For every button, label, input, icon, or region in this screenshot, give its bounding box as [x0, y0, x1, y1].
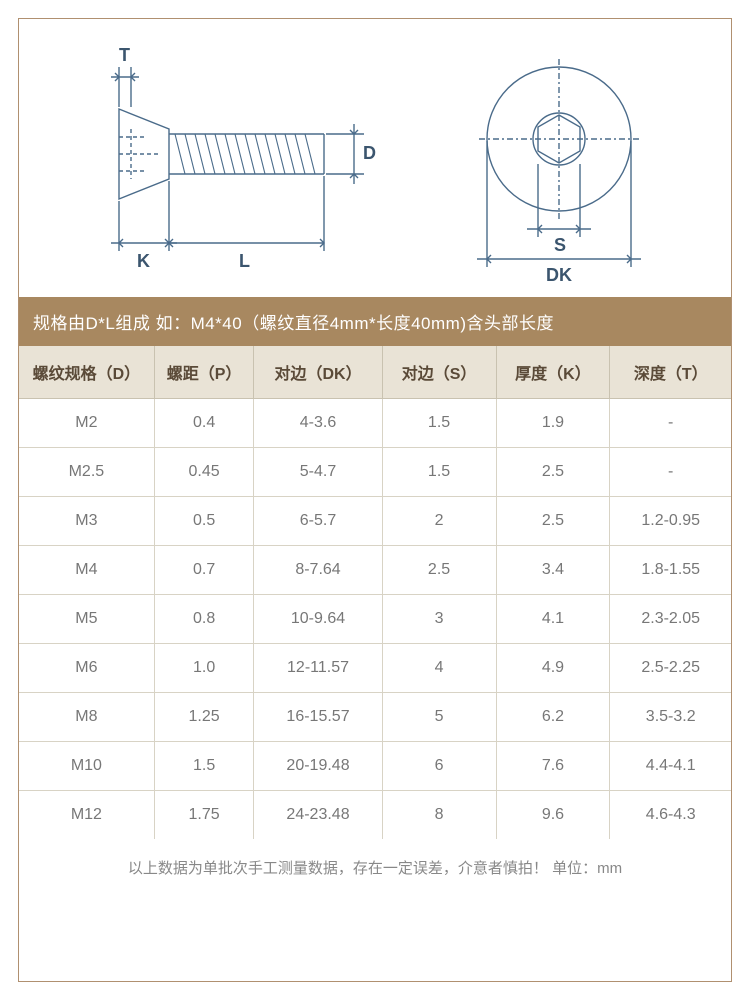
diagram-area: T D K L: [19, 19, 731, 297]
table-cell: 4.4-4.1: [610, 742, 731, 791]
col-header: 螺距（P）: [154, 346, 254, 399]
col-header: 厚度（K）: [496, 346, 610, 399]
table-cell: 2.3-2.05: [610, 595, 731, 644]
table-cell: 3.5-3.2: [610, 693, 731, 742]
table-row: M81.2516-15.5756.23.5-3.2: [19, 693, 731, 742]
dim-label-T: T: [119, 45, 130, 65]
table-cell: M6: [19, 644, 154, 693]
table-cell: 1.5: [154, 742, 254, 791]
table-cell: 5-4.7: [254, 448, 382, 497]
table-cell: 0.7: [154, 546, 254, 595]
table-cell: 1.2-0.95: [610, 497, 731, 546]
table-cell: M4: [19, 546, 154, 595]
table-cell: 1.5: [382, 399, 496, 448]
table-cell: 1.25: [154, 693, 254, 742]
table-cell: 0.5: [154, 497, 254, 546]
col-header: 深度（T）: [610, 346, 731, 399]
table-cell: 8-7.64: [254, 546, 382, 595]
table-cell: 1.8-1.55: [610, 546, 731, 595]
dim-label-L: L: [239, 251, 250, 271]
table-header-row: 螺纹规格（D）螺距（P）对边（DK）对边（S）厚度（K）深度（T）: [19, 346, 731, 399]
table-row: M50.810-9.6434.12.3-2.05: [19, 595, 731, 644]
table-cell: 6: [382, 742, 496, 791]
table-cell: 12-11.57: [254, 644, 382, 693]
screw-diagram: T D K L: [19, 19, 733, 297]
footer-note: 以上数据为单批次手工测量数据，存在一定误差，介意者慎拍！ 单位：mm: [19, 839, 731, 878]
dim-label-S: S: [554, 235, 566, 255]
table-row: M2.50.455-4.71.52.5-: [19, 448, 731, 497]
table-cell: 3: [382, 595, 496, 644]
table-cell: M10: [19, 742, 154, 791]
table-row: M101.520-19.4867.64.4-4.1: [19, 742, 731, 791]
table-cell: 6.2: [496, 693, 610, 742]
table-cell: 16-15.57: [254, 693, 382, 742]
dim-label-D: D: [363, 143, 376, 163]
spec-table: 螺纹规格（D）螺距（P）对边（DK）对边（S）厚度（K）深度（T） M20.44…: [19, 346, 731, 839]
banner: 规格由D*L组成 如：M4*40（螺纹直径4mm*长度40mm)含头部长度: [19, 297, 731, 346]
dim-label-DK: DK: [546, 265, 572, 285]
table-body: M20.44-3.61.51.9-M2.50.455-4.71.52.5-M30…: [19, 399, 731, 840]
table-cell: 4.6-4.3: [610, 791, 731, 840]
table-cell: 4.1: [496, 595, 610, 644]
table-cell: 4.9: [496, 644, 610, 693]
table-cell: 7.6: [496, 742, 610, 791]
table-cell: 2.5: [496, 497, 610, 546]
table-cell: -: [610, 448, 731, 497]
table-cell: 4: [382, 644, 496, 693]
table-cell: 2: [382, 497, 496, 546]
dim-label-K: K: [137, 251, 150, 271]
table-cell: 1.0: [154, 644, 254, 693]
col-header: 对边（DK）: [254, 346, 382, 399]
table-row: M61.012-11.5744.92.5-2.25: [19, 644, 731, 693]
table-cell: 3.4: [496, 546, 610, 595]
table-cell: M8: [19, 693, 154, 742]
table-row: M20.44-3.61.51.9-: [19, 399, 731, 448]
table-cell: 0.4: [154, 399, 254, 448]
table-cell: M3: [19, 497, 154, 546]
table-cell: 5: [382, 693, 496, 742]
table-cell: 1.75: [154, 791, 254, 840]
table-cell: -: [610, 399, 731, 448]
table-cell: 1.9: [496, 399, 610, 448]
table-row: M121.7524-23.4889.64.6-4.3: [19, 791, 731, 840]
table-cell: 2.5: [382, 546, 496, 595]
table-cell: 2.5-2.25: [610, 644, 731, 693]
table-cell: 4-3.6: [254, 399, 382, 448]
table-cell: 0.8: [154, 595, 254, 644]
table-cell: M2.5: [19, 448, 154, 497]
table-cell: 0.45: [154, 448, 254, 497]
table-cell: M12: [19, 791, 154, 840]
table-row: M30.56-5.722.51.2-0.95: [19, 497, 731, 546]
table-cell: 8: [382, 791, 496, 840]
table-cell: 6-5.7: [254, 497, 382, 546]
table-cell: 10-9.64: [254, 595, 382, 644]
table-cell: 9.6: [496, 791, 610, 840]
col-header: 螺纹规格（D）: [19, 346, 154, 399]
spec-frame: T D K L: [18, 18, 732, 982]
table-cell: 2.5: [496, 448, 610, 497]
col-header: 对边（S）: [382, 346, 496, 399]
table-cell: 1.5: [382, 448, 496, 497]
banner-text: 规格由D*L组成 如：M4*40（螺纹直径4mm*长度40mm)含头部长度: [33, 314, 554, 333]
table-cell: 24-23.48: [254, 791, 382, 840]
table-row: M40.78-7.642.53.41.8-1.55: [19, 546, 731, 595]
table-cell: M2: [19, 399, 154, 448]
table-cell: 20-19.48: [254, 742, 382, 791]
table-cell: M5: [19, 595, 154, 644]
